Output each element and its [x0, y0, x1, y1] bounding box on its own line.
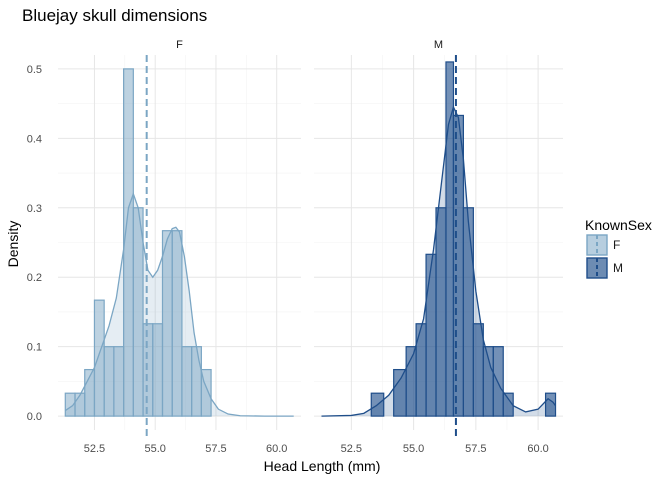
- histogram-bar: [142, 323, 154, 417]
- histogram-bar: [181, 346, 193, 417]
- histogram-bar: [425, 253, 437, 417]
- histogram-bar: [93, 299, 105, 417]
- y-tick-label: 0.2: [27, 272, 42, 284]
- histogram-bar: [74, 392, 86, 417]
- histogram-bar: [171, 230, 183, 417]
- legend: KnownSex FM: [585, 217, 652, 279]
- histogram-bar: [200, 368, 212, 417]
- legend-item-F: F: [586, 234, 620, 256]
- histogram-bar: [462, 207, 474, 417]
- density-line-F: [64, 191, 294, 417]
- x-tick-label: 52.5: [84, 443, 105, 455]
- histogram-bar: [103, 346, 115, 417]
- facet-strip-label: M: [434, 39, 443, 51]
- x-tick-label: 52.5: [341, 443, 362, 455]
- facet-strip-label: F: [176, 39, 183, 51]
- legend-label: F: [613, 238, 620, 252]
- histogram-bar: [492, 346, 504, 417]
- histogram-bar: [435, 207, 447, 417]
- histogram-bar: [472, 323, 484, 417]
- x-tick-label: 55.0: [403, 443, 424, 455]
- histogram-bar: [191, 346, 202, 417]
- histogram-bar: [445, 61, 455, 417]
- x-tick-label: 60.0: [266, 443, 287, 455]
- density-line-M: [321, 105, 557, 417]
- histogram-bar: [393, 368, 407, 417]
- x-tick-label: 60.0: [527, 443, 548, 455]
- histogram-bar: [161, 230, 173, 417]
- x-tick-label: 55.0: [144, 443, 165, 455]
- legend-title: KnownSex: [585, 217, 652, 233]
- y-tick-label: 0.5: [27, 64, 42, 76]
- facet-panels: F 52.5 55.0 57.5 60.0 0.0 0.1 0.2 0.3 0.4 0.5 M 52.5…: [27, 39, 563, 455]
- y-tick-label: 0.1: [27, 342, 42, 354]
- chart-title: Bluejay skull dimensions: [22, 6, 207, 25]
- histogram-bar: [132, 207, 144, 417]
- facet-panel-F: F 52.5 55.0 57.5 60.0 0.0 0.1 0.2 0.3 0.4 0.5: [27, 39, 301, 455]
- legend-label: M: [613, 261, 623, 275]
- legend-item-M: M: [586, 257, 623, 279]
- y-tick-label: 0.0: [27, 411, 42, 423]
- y-tick-label: 0.4: [27, 133, 42, 145]
- histogram-bar: [152, 323, 164, 417]
- y-axis-title: Density: [5, 221, 21, 268]
- x-tick-label: 57.5: [205, 443, 226, 455]
- y-tick-label: 0.3: [27, 203, 42, 215]
- x-axis-title: Head Length (mm): [264, 458, 381, 474]
- histogram-bar: [113, 346, 125, 417]
- x-tick-label: 57.5: [465, 443, 486, 455]
- facet-panel-M: M 52.5 55.0 57.5 60.0: [314, 39, 563, 455]
